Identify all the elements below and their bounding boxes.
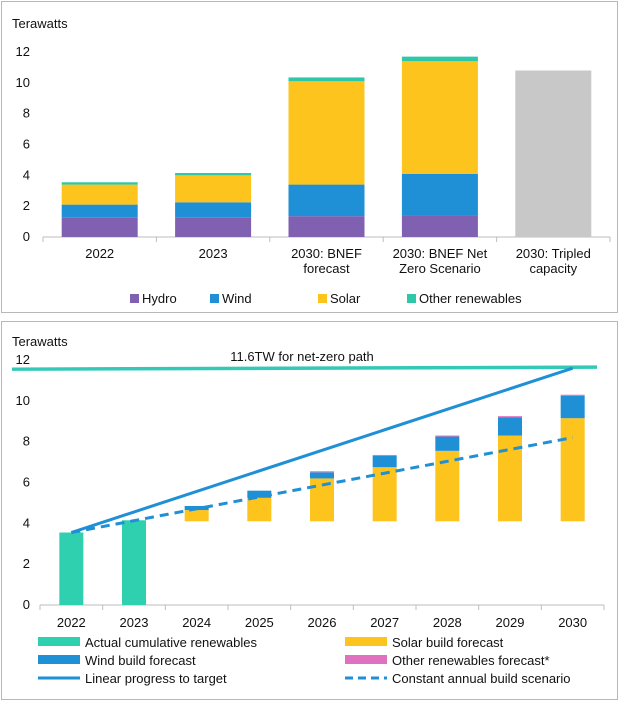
y-tick-label: 2 [23, 556, 30, 571]
legend-label: Wind build forecast [85, 653, 196, 668]
legend-swatch-solar [318, 294, 327, 303]
bar-actual-2022 [59, 532, 84, 605]
legend-swatch-other_forecast [345, 655, 387, 664]
bar-tripled-capacity [515, 70, 592, 237]
x-tick-label: Zero Scenario [399, 261, 481, 276]
bar-solar-3 [401, 61, 478, 174]
legend-label: Other renewables forecast* [392, 653, 550, 668]
bar-wind_build-2029 [498, 417, 522, 436]
bar-other-3 [401, 56, 478, 62]
target-line [11, 365, 598, 371]
bar-wind_build-2030 [560, 395, 585, 419]
bar-other_build-2028 [435, 435, 460, 437]
x-tick-label: capacity [529, 261, 577, 276]
y-tick-label: 8 [23, 434, 30, 449]
x-tick-label: 2022 [85, 246, 114, 261]
bar-hydro-1 [175, 217, 252, 237]
bar-wind-1 [175, 202, 252, 218]
legend-label: Constant annual build scenario [392, 671, 571, 686]
bar-solar-0 [61, 184, 138, 205]
bar-actual-2023 [122, 520, 146, 605]
bar-other_build-2030 [560, 394, 585, 396]
y-tick-label: 12 [16, 352, 30, 367]
bar-solar-2 [288, 81, 365, 185]
x-tick-label: 2023 [120, 615, 149, 630]
legend-swatch-wind [38, 655, 80, 664]
y-tick-label: 8 [23, 106, 30, 121]
legend-swatch-solar [345, 637, 387, 646]
y-tick-label: 10 [16, 393, 30, 408]
bar-hydro-0 [61, 217, 138, 237]
y-tick-label: 4 [23, 515, 30, 530]
bar-wind-2 [288, 184, 365, 217]
bar-solar-1 [175, 175, 252, 203]
legend-swatch-wind [210, 294, 219, 303]
x-tick-label: 2030 [558, 615, 587, 630]
x-tick-label: 2025 [245, 615, 274, 630]
legend-label-hydro: Hydro [142, 291, 177, 306]
bar-other-1 [175, 173, 252, 176]
bar-other-0 [61, 182, 138, 185]
bar-solar_build-2027 [372, 467, 397, 522]
legend-label: Actual cumulative renewables [85, 635, 257, 650]
bar-other_build-2026 [310, 471, 334, 473]
y-tick-label: 6 [23, 475, 30, 490]
top-stacked-bar-chart: Terawatts 0 2 4 6 8 10 12 2022 2023 2030: BNEFfore… [12, 16, 611, 306]
bar-solar_build-2024 [184, 510, 209, 522]
y-tick-label: 2 [23, 198, 30, 213]
target-line-label: 11.6TW for net-zero path [230, 349, 374, 364]
legend-label-solar: Solar [330, 291, 361, 306]
bar-other_build-2029 [498, 416, 522, 418]
y-axis-title: Terawatts [12, 16, 68, 31]
bar-other-2 [288, 77, 365, 82]
bar-wind_build-2026 [310, 472, 334, 479]
y-tick-label: 12 [16, 44, 30, 59]
bar-wind_build-2025 [247, 490, 272, 498]
bar-wind-3 [401, 173, 478, 216]
bar-hydro-3 [401, 215, 478, 237]
y-tick-label: 0 [23, 229, 30, 244]
linear-progress-line [70, 366, 574, 534]
legend-swatch-other [407, 294, 416, 303]
x-tick-label: 2030: BNEF Net [393, 246, 488, 261]
legend-label-wind: Wind [222, 291, 252, 306]
bar-hydro-2 [288, 216, 365, 237]
legend-label-other: Other renewables [419, 291, 522, 306]
bar-other_build-2027 [372, 454, 397, 456]
x-tick-label: 2030: BNEF [291, 246, 362, 261]
legend-label: Linear progress to target [85, 671, 227, 686]
bar-solar_build-2030 [560, 418, 585, 522]
x-tick-label: 2024 [182, 615, 211, 630]
bar-solar_build-2025 [247, 497, 272, 522]
y-tick-label: 10 [16, 75, 30, 90]
y-tick-label: 4 [23, 167, 30, 182]
x-tick-label: 2023 [199, 246, 228, 261]
legend-swatch-hydro [130, 294, 139, 303]
y-tick-label: 6 [23, 137, 30, 152]
bar-wind_build-2027 [372, 455, 397, 468]
y-tick-label: 0 [23, 597, 30, 612]
x-tick-label: 2026 [308, 615, 337, 630]
x-tick-label: 2029 [496, 615, 525, 630]
y-axis-title: Terawatts [12, 334, 68, 349]
x-tick-label: 2030: Tripled [516, 246, 591, 261]
bottom-build-forecast-chart: Terawatts 0 2 4 6 8 10 12 2022 2023 2024 2025 2026 20… [11, 334, 605, 686]
x-tick-label: 2022 [57, 615, 86, 630]
legend-label: Solar build forecast [392, 635, 504, 650]
x-tick-label: forecast [303, 261, 350, 276]
constant-build-line [71, 436, 573, 534]
x-tick-label: 2027 [370, 615, 399, 630]
x-tick-label: 2028 [433, 615, 462, 630]
bar-wind_build-2028 [435, 436, 460, 451]
legend-swatch-actual [38, 637, 80, 646]
bar-wind-0 [61, 204, 138, 218]
